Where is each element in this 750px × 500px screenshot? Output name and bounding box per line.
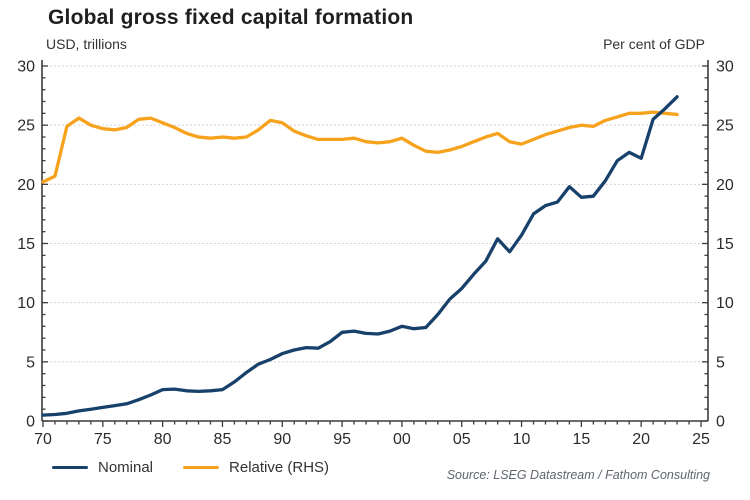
y-axis-label-right: 0 [716,414,725,431]
y-axis-label-left: 15 [17,236,35,253]
legend-item-relative: Relative (RHS) [183,459,329,476]
y-axis-label-right: 20 [716,177,734,194]
y-axis-label-left: 30 [17,59,35,76]
line-nominal [41,95,679,417]
legend-label-nominal: Nominal [98,459,154,476]
relative-line-swatch [183,465,220,470]
y-axis-label-right: 10 [716,295,734,312]
right-axis-unit-label: Per cent of GDP [603,36,705,52]
x-axis-label: 85 [214,431,232,448]
line-relative-rhs [41,110,679,184]
x-axis-label: 05 [453,431,471,448]
y-axis-label-right: 15 [716,236,734,253]
chart-title: Global gross fixed capital formation [48,6,414,29]
nominal-line-swatch [52,465,88,470]
x-axis-label: 00 [393,431,411,448]
legend-label-relative: Relative (RHS) [229,459,330,476]
x-axis-label: 20 [632,431,650,448]
x-axis-label: 15 [572,431,590,448]
x-axis-label: 75 [94,431,112,448]
y-axis-label-left: 10 [17,295,35,312]
x-axis-label: 70 [34,431,52,448]
source-credit: Source: LSEG Datastream / Fathom Consult… [446,468,710,482]
legend-item-nominal: Nominal [52,459,153,476]
y-axis-label-left: 20 [17,177,35,194]
left-axis-unit-label: USD, trillions [46,36,127,52]
y-axis-label-left: 5 [26,354,35,371]
x-axis-label: 25 [692,431,710,448]
x-axis-label: 10 [513,431,531,448]
chart-legend: Nominal Relative (RHS) [52,459,329,476]
y-axis-label-left: 0 [26,414,35,431]
y-axis-label-right: 5 [716,354,725,371]
y-axis-label-right: 25 [716,118,734,135]
y-axis-label-left: 25 [17,118,35,135]
x-axis-label: 80 [154,431,172,448]
x-axis-label: 90 [273,431,291,448]
y-axis-label-right: 30 [716,59,734,76]
x-axis-label: 95 [333,431,351,448]
